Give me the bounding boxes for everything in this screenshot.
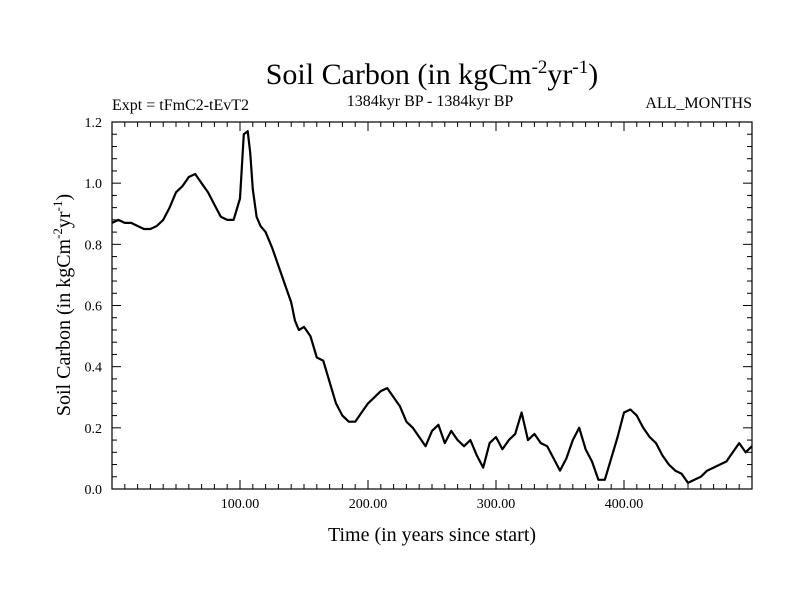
y-tick-label: 0.4 [85, 361, 103, 376]
chart-title: Soil Carbon (in kgCm-2yr-1) [266, 57, 599, 91]
subtitle-expt: Expt = tFmC2-tEvT2 [112, 97, 249, 114]
title-sup-1: -2 [532, 57, 548, 78]
subtitle-months: ALL_MONTHS [645, 95, 752, 112]
x-tick-label: 300.00 [477, 497, 516, 512]
x-tick-labels: 100.00 200.00 300.00 400.00 [221, 497, 644, 512]
ylabel-mid: yr [53, 211, 75, 228]
ylabel-main: Soil Carbon (in kgCm [53, 238, 75, 416]
y-tick-label: 1.2 [85, 116, 103, 131]
title-sup-2: -1 [572, 57, 588, 78]
plot-frame [111, 121, 753, 490]
x-tick-label: 200.00 [349, 497, 388, 512]
title-main: Soil Carbon (in kgCm [266, 58, 532, 91]
ylabel-sup-1: -2 [50, 228, 65, 239]
y-tick-label: 0.0 [85, 483, 103, 498]
y-tick-label: 0.6 [85, 300, 103, 315]
y-axis-label: Soil Carbon (in kgCm-2yr-1) [50, 194, 75, 416]
title-mid: yr [547, 58, 572, 91]
subtitle-period: 1384kyr BP - 1384kyr BP [347, 93, 514, 110]
ylabel-sup-2: -1 [50, 201, 65, 212]
x-tick-label: 100.00 [221, 497, 260, 512]
axis-ticks [112, 122, 752, 489]
title-end: ) [588, 58, 598, 91]
x-axis-label: Time (in years since start) [328, 524, 536, 546]
ylabel-end: ) [53, 194, 75, 201]
series-line-soil-carbon [111, 130, 753, 484]
y-tick-label: 0.2 [85, 422, 103, 437]
y-tick-labels: 0.0 0.2 0.4 0.6 0.8 1.0 1.2 [85, 116, 103, 498]
x-tick-label: 400.00 [605, 497, 644, 512]
y-tick-label: 1.0 [85, 177, 103, 192]
y-tick-label: 0.8 [85, 238, 103, 253]
